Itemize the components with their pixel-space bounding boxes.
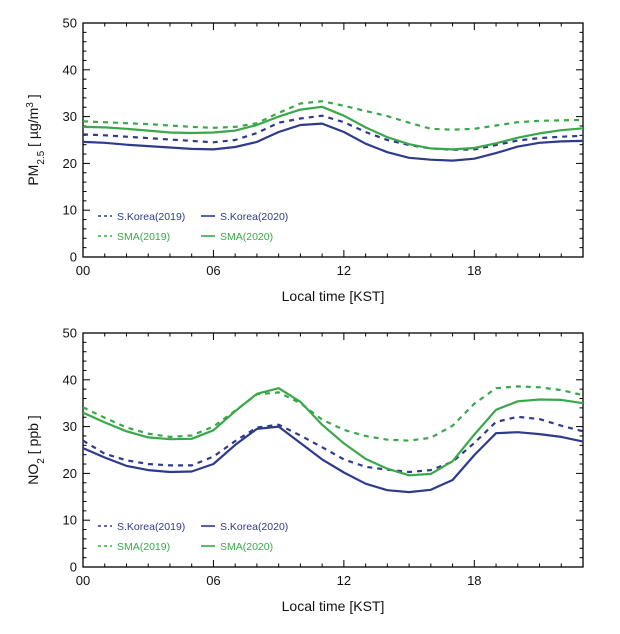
y-axis-title-subscript: 2.5 — [36, 150, 47, 164]
legend-label: SMA(2020) — [220, 541, 273, 553]
no2-panel: 0 10 20 30 40 50 00 06 12 18 Local time [KST] NO2 [… — [25, 326, 584, 614]
y-tick-label: 50 — [63, 326, 77, 341]
y-tick-label: 10 — [63, 513, 77, 528]
series-line-sma-2020 — [82, 387, 584, 477]
series-line-s-korea-2020 — [82, 425, 584, 494]
series-line-s-korea-2020 — [82, 122, 584, 162]
y-axis-title-main: PM — [25, 165, 41, 186]
x-tick-label: 00 — [76, 573, 90, 588]
series-line-sma-2019 — [82, 100, 584, 131]
legend-label: SMA(2019) — [117, 231, 170, 243]
legend-label: S.Korea(2020) — [220, 521, 288, 533]
x-tick-label: 12 — [337, 573, 351, 588]
y-tick-label: 10 — [63, 203, 77, 218]
y-axis-title: PM2.5 [ µg/m3 ] — [25, 94, 47, 185]
y-axis-title-close: ] — [25, 415, 41, 423]
y-tick-label: 40 — [63, 372, 77, 387]
x-tick-label: 00 — [76, 263, 90, 278]
y-axis-title-unit: [ ppb — [25, 423, 41, 458]
y-tick-label: 30 — [63, 419, 77, 434]
x-tick-label: 06 — [206, 263, 220, 278]
y-axis-title-main: NO — [25, 464, 41, 485]
legend-label: S.Korea(2019) — [117, 211, 185, 223]
legend-label: SMA(2020) — [220, 231, 273, 243]
x-tick-label: 06 — [206, 573, 220, 588]
y-tick-label: 40 — [63, 62, 77, 77]
y-tick-label: 50 — [63, 16, 77, 31]
y-tick-label: 30 — [63, 109, 77, 124]
legend-label: S.Korea(2019) — [117, 521, 185, 533]
y-axis-title: NO2 [ ppb ] — [25, 415, 47, 484]
y-tick-label: 0 — [70, 250, 77, 265]
series-line-s-korea-2019 — [82, 415, 584, 474]
y-tick-label: 20 — [63, 156, 77, 171]
plot-frame — [82, 22, 584, 258]
y-tick-label: 20 — [63, 466, 77, 481]
plot-frame — [82, 332, 584, 568]
pm25-panel: 0 10 20 30 40 50 00 06 12 18 Local time [KST] PM2.5… — [25, 16, 584, 304]
x-tick-label: 12 — [337, 263, 351, 278]
y-axis-title-subscript: 2 — [36, 458, 47, 464]
x-tick-label: 18 — [467, 573, 481, 588]
x-tick-label: 18 — [467, 263, 481, 278]
y-tick-label: 0 — [70, 560, 77, 575]
y-axis-title-superscript: 3 — [25, 102, 36, 108]
y-axis-title-close: ] — [25, 94, 41, 102]
legend-label: S.Korea(2020) — [220, 211, 288, 223]
y-axis-title-unit: [ µg/m — [25, 108, 41, 151]
series-line-sma-2019 — [82, 385, 584, 442]
legend-label: SMA(2019) — [117, 541, 170, 553]
x-axis-title: Local time [KST] — [282, 598, 385, 614]
series-line-s-korea-2019 — [82, 114, 584, 151]
x-axis-title: Local time [KST] — [282, 288, 385, 304]
series-line-sma-2020 — [82, 105, 584, 151]
